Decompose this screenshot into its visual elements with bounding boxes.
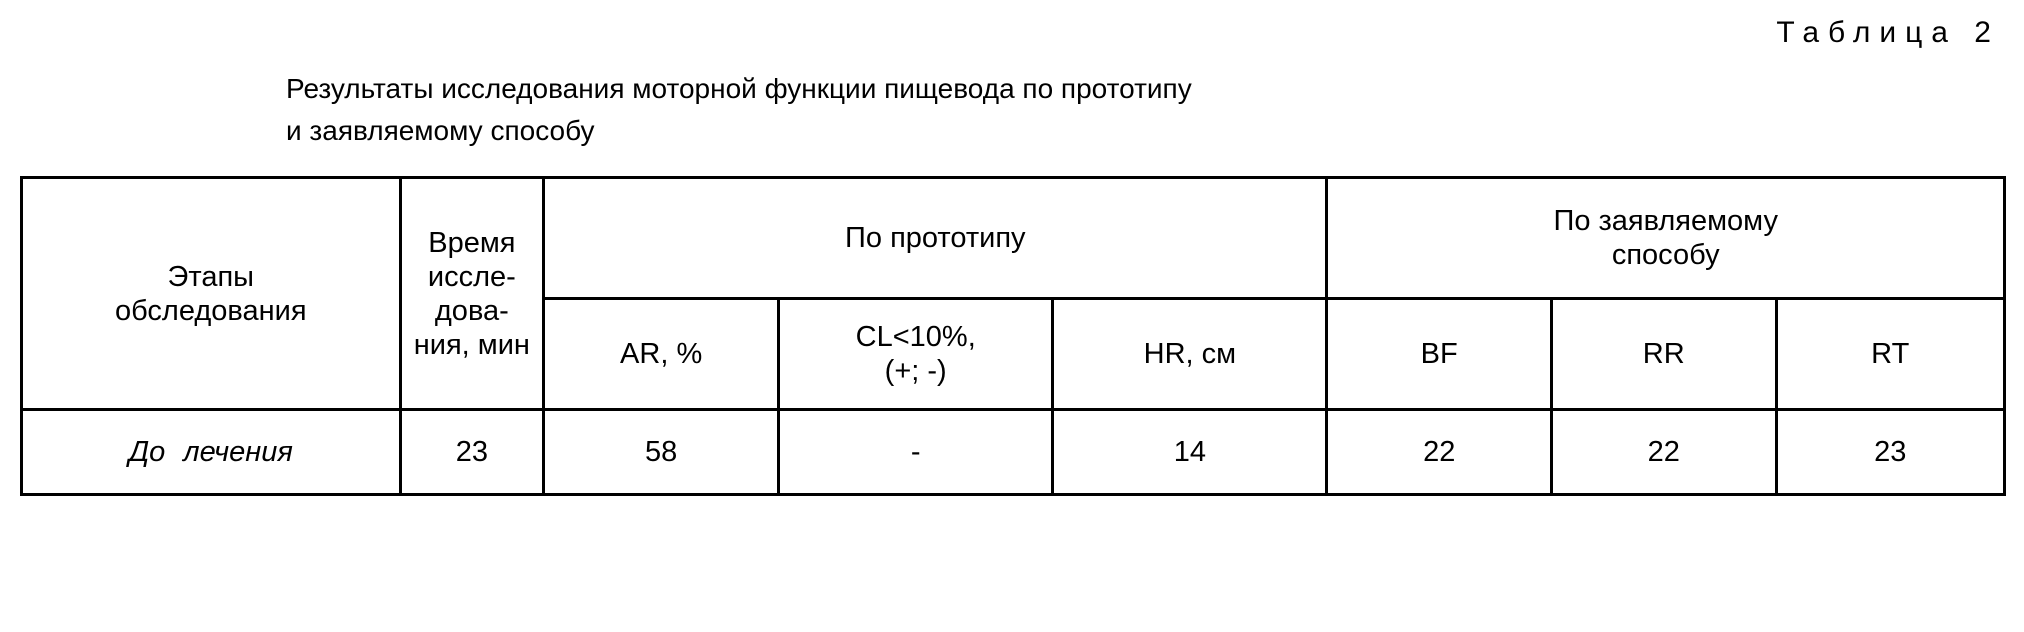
- header-sub-ar: AR, %: [542, 297, 781, 411]
- header-sub-hr: HR, см: [1051, 297, 1329, 411]
- header-sub-bf-label: BF: [1420, 338, 1458, 370]
- results-table: Этапы обследования Время иссле- дова- ни…: [20, 176, 2006, 496]
- row-stage-label: До лечения: [20, 408, 402, 496]
- header-time-line-1: Время: [428, 226, 516, 259]
- table-row: До лечения 23 58 - 14 22 22 23: [20, 408, 2006, 496]
- header-stage-line-2: обследования: [115, 294, 307, 327]
- row-cl-value: -: [777, 408, 1055, 496]
- header-stage: Этапы обследования: [20, 176, 402, 411]
- header-group-prototype: По прототипу: [542, 176, 1329, 300]
- header-time-line-4: ния, мин: [413, 328, 530, 361]
- table-header-sub-row: AR, % CL<10%, (+; -) HR, см BF RR RT: [22, 297, 2006, 411]
- header-group-claimed-line-1: По заявляемому: [1553, 205, 1778, 237]
- header-sub-rr: RR: [1549, 297, 1778, 411]
- row-ar-value: 58: [542, 408, 781, 496]
- row-rt-value: 23: [1774, 408, 2006, 496]
- header-sub-ar-label: AR, %: [620, 338, 703, 370]
- header-group-prototype-label: По прототипу: [845, 222, 1026, 254]
- row-rr-value: 22: [1549, 408, 1778, 496]
- header-sub-bf: BF: [1325, 297, 1553, 411]
- row-hr-value: 14: [1051, 408, 1329, 496]
- header-time: Время иссле- дова- ния, мин: [398, 176, 546, 411]
- header-stage-line-1: Этапы: [167, 260, 255, 293]
- header-sub-cl: CL<10%, (+; -): [777, 297, 1055, 411]
- table-header-group-row: Этапы обследования Время иссле- дова- ни…: [20, 176, 2006, 411]
- table-title-line-2: и заявляемому способу: [286, 115, 595, 146]
- header-sub-hr-label: HR, см: [1143, 338, 1237, 370]
- header-group-claimed-line-2: способу: [1611, 239, 1720, 271]
- header-sub-rr-label: RR: [1642, 338, 1685, 370]
- header-time-line-3: дова-: [434, 294, 509, 327]
- table-number-caption: Таблица 2: [1776, 16, 2000, 49]
- table-title-line-1: Результаты исследования моторной функции…: [286, 73, 1192, 104]
- table-title: Результаты исследования моторной функции…: [286, 68, 1192, 152]
- row-time-value: 23: [398, 408, 546, 496]
- header-time-line-2: иссле-: [427, 260, 516, 293]
- header-sub-cl-line-1: CL<10%,: [855, 321, 976, 353]
- header-sub-rt: RT: [1774, 297, 2006, 411]
- header-sub-rt-label: RT: [1871, 338, 1910, 370]
- header-sub-cl-line-2: (+; -): [884, 355, 947, 387]
- header-group-claimed: По заявляемому способу: [1325, 176, 2006, 300]
- row-bf-value: 22: [1325, 408, 1553, 496]
